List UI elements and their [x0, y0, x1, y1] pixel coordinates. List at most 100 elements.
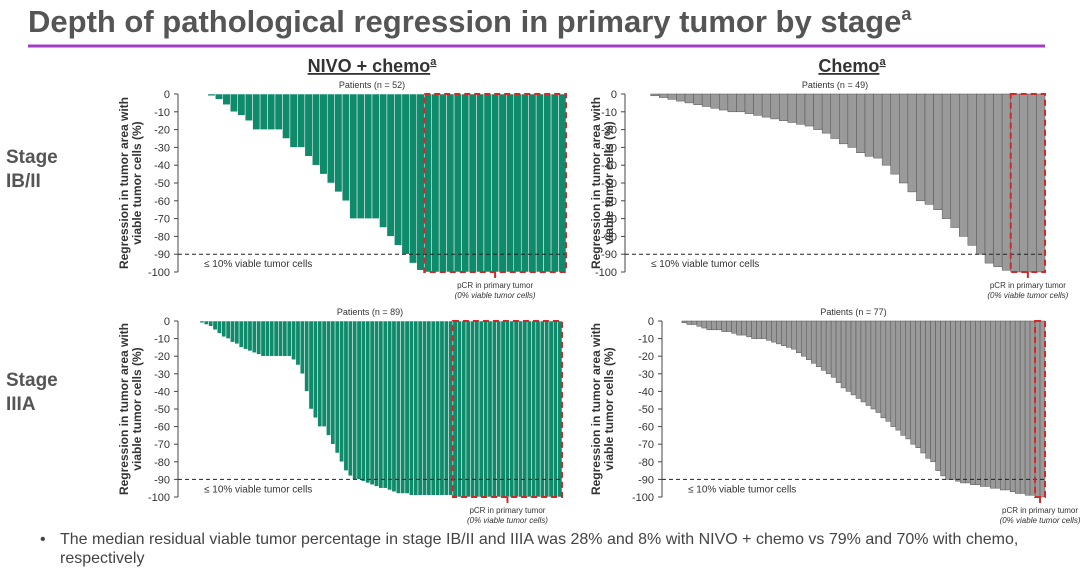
bar [259, 93, 268, 130]
bar [553, 320, 558, 498]
bar [550, 93, 559, 273]
bar [667, 93, 677, 100]
chart-title: Patients (n = 89) [337, 307, 403, 317]
bar [880, 320, 887, 419]
y-tick-label: -30 [601, 142, 617, 154]
bar [371, 93, 380, 219]
bar [244, 93, 253, 121]
pcr-label: pCR in primary tumor [1002, 506, 1078, 515]
bar [299, 320, 305, 375]
bar [386, 93, 395, 237]
header-sup: a [430, 56, 437, 68]
bar [491, 320, 497, 498]
bar [513, 93, 522, 273]
bar [847, 93, 857, 148]
bar [330, 320, 336, 445]
bar [975, 320, 981, 485]
bar [1019, 320, 1026, 494]
bar [286, 320, 292, 357]
bar [413, 320, 419, 496]
y-tick-label: -10 [154, 334, 170, 346]
y-tick-label: -100 [148, 267, 170, 279]
bar [1009, 320, 1016, 492]
bar [476, 93, 485, 273]
bar [771, 320, 777, 343]
bar [470, 320, 475, 498]
bar [539, 320, 545, 498]
bar [317, 320, 323, 427]
bar [225, 320, 231, 339]
bar [721, 320, 727, 332]
column-header: Chemoa [818, 56, 886, 76]
bar [278, 320, 283, 357]
bar [779, 93, 789, 121]
bar [520, 93, 529, 273]
row-label: IIIA [6, 394, 36, 415]
header-sup: a [879, 56, 886, 68]
y-axis-label: viable tumor cells (%) [602, 347, 616, 470]
bar [274, 93, 283, 130]
bar [916, 93, 926, 202]
y-tick-label: -10 [601, 107, 617, 119]
bar [422, 320, 427, 496]
y-tick-label: -60 [154, 196, 170, 208]
bar [326, 320, 331, 436]
bar [379, 93, 388, 228]
header-text: NIVO + chemo [308, 56, 431, 76]
bar [234, 320, 240, 345]
bar [531, 320, 537, 498]
pcr-box [451, 320, 563, 498]
bar [339, 320, 345, 463]
bar [941, 93, 951, 219]
bar [260, 320, 266, 357]
bar [509, 320, 515, 498]
bar [478, 320, 484, 498]
bar [976, 93, 986, 255]
bar [959, 93, 969, 237]
bar [1039, 320, 1046, 498]
bar [229, 93, 238, 113]
bar [321, 320, 327, 427]
bar [409, 320, 414, 496]
bar [865, 320, 872, 406]
pcr-box [1009, 93, 1047, 273]
pcr-label: pCR in primary tumor [469, 506, 545, 515]
bar [756, 320, 762, 339]
bar [394, 93, 403, 246]
bar [518, 320, 523, 498]
pcr-label: pCR in primary tumor [990, 281, 1066, 290]
bar [465, 320, 471, 498]
bar [650, 93, 660, 97]
y-tick-label: -10 [638, 334, 654, 346]
bar [830, 93, 840, 139]
bar [776, 320, 782, 345]
y-tick-label: -50 [154, 404, 170, 416]
chart-title: Patients (n = 49) [802, 80, 868, 90]
bar [731, 320, 737, 334]
bar [924, 93, 934, 205]
bar [900, 320, 906, 436]
bar [681, 320, 688, 324]
bar [238, 320, 244, 348]
bar [850, 320, 857, 396]
y-tick-label: -20 [638, 351, 654, 363]
bar [217, 320, 222, 334]
bar [753, 93, 763, 116]
bar [920, 320, 926, 454]
bar [950, 93, 960, 228]
column-header: NIVO + chemoa [308, 56, 438, 76]
bar [273, 320, 279, 357]
bar [391, 320, 397, 492]
y-tick-label: -20 [154, 351, 170, 363]
bar [291, 320, 297, 360]
bar [873, 93, 883, 159]
bar [993, 93, 1003, 267]
bar [369, 320, 375, 485]
bar [334, 320, 340, 454]
chart-title: Patients (n = 52) [339, 80, 405, 90]
bar [203, 320, 209, 325]
bar [356, 93, 365, 219]
bar [786, 320, 792, 348]
bar [526, 320, 532, 498]
